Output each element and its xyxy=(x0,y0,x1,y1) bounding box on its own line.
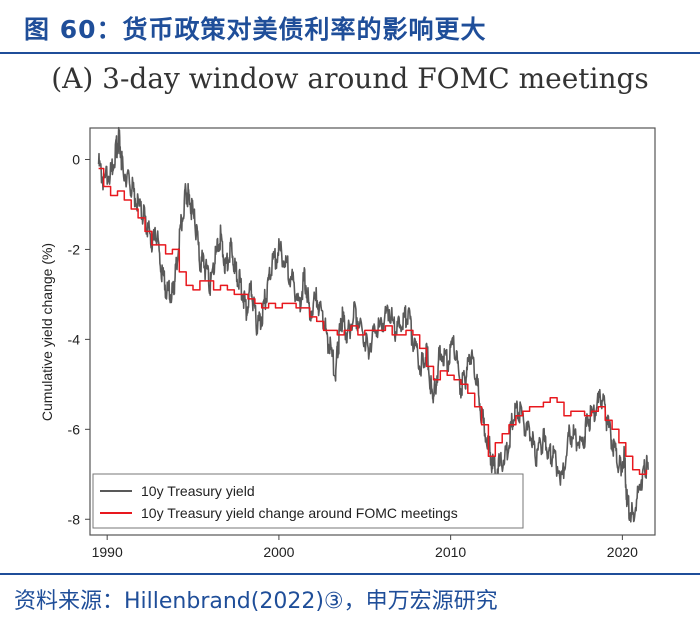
y-tick-label: -6 xyxy=(68,421,81,437)
y-tick-label: -4 xyxy=(68,331,81,347)
chart: 0 -2 -4 -6 -8 1990 2000 2010 2020 Cumulative yi… xyxy=(39,126,656,560)
legend-box xyxy=(92,473,524,529)
y-axis: 0 -2 -4 -6 -8 xyxy=(68,151,90,527)
legend-label-treasury: 10y Treasury yield xyxy=(141,483,255,499)
figure-title: 图 60：货币政策对美债利率的影响更大 xyxy=(24,15,487,44)
footer-rule xyxy=(0,573,700,575)
y-tick-label: 0 xyxy=(72,151,80,167)
legend-label-fomc: 10y Treasury yield change around FOMC me… xyxy=(141,505,458,521)
series-line-fomc xyxy=(98,167,648,476)
x-tick-label: 1990 xyxy=(92,544,123,560)
y-tick-label: -8 xyxy=(68,511,81,527)
title-rule xyxy=(0,52,700,54)
source-note: 资料来源：Hillenbrand(2022)③，申万宏源研究 xyxy=(14,589,498,614)
series-layer xyxy=(97,126,649,523)
x-axis: 1990 2000 2010 2020 xyxy=(92,535,638,560)
x-tick-label: 2000 xyxy=(263,544,294,560)
series-line-treasury xyxy=(97,126,649,523)
legend: 10y Treasury yield 10y Treasury yield ch… xyxy=(92,473,524,529)
x-tick-label: 2020 xyxy=(607,544,638,560)
y-tick-label: -2 xyxy=(68,241,81,257)
x-tick-label: 2010 xyxy=(435,544,466,560)
chart-title: (A) 3-day window around FOMC meetings xyxy=(51,62,649,95)
y-axis-label: Cumulative yield change (%) xyxy=(39,243,55,421)
